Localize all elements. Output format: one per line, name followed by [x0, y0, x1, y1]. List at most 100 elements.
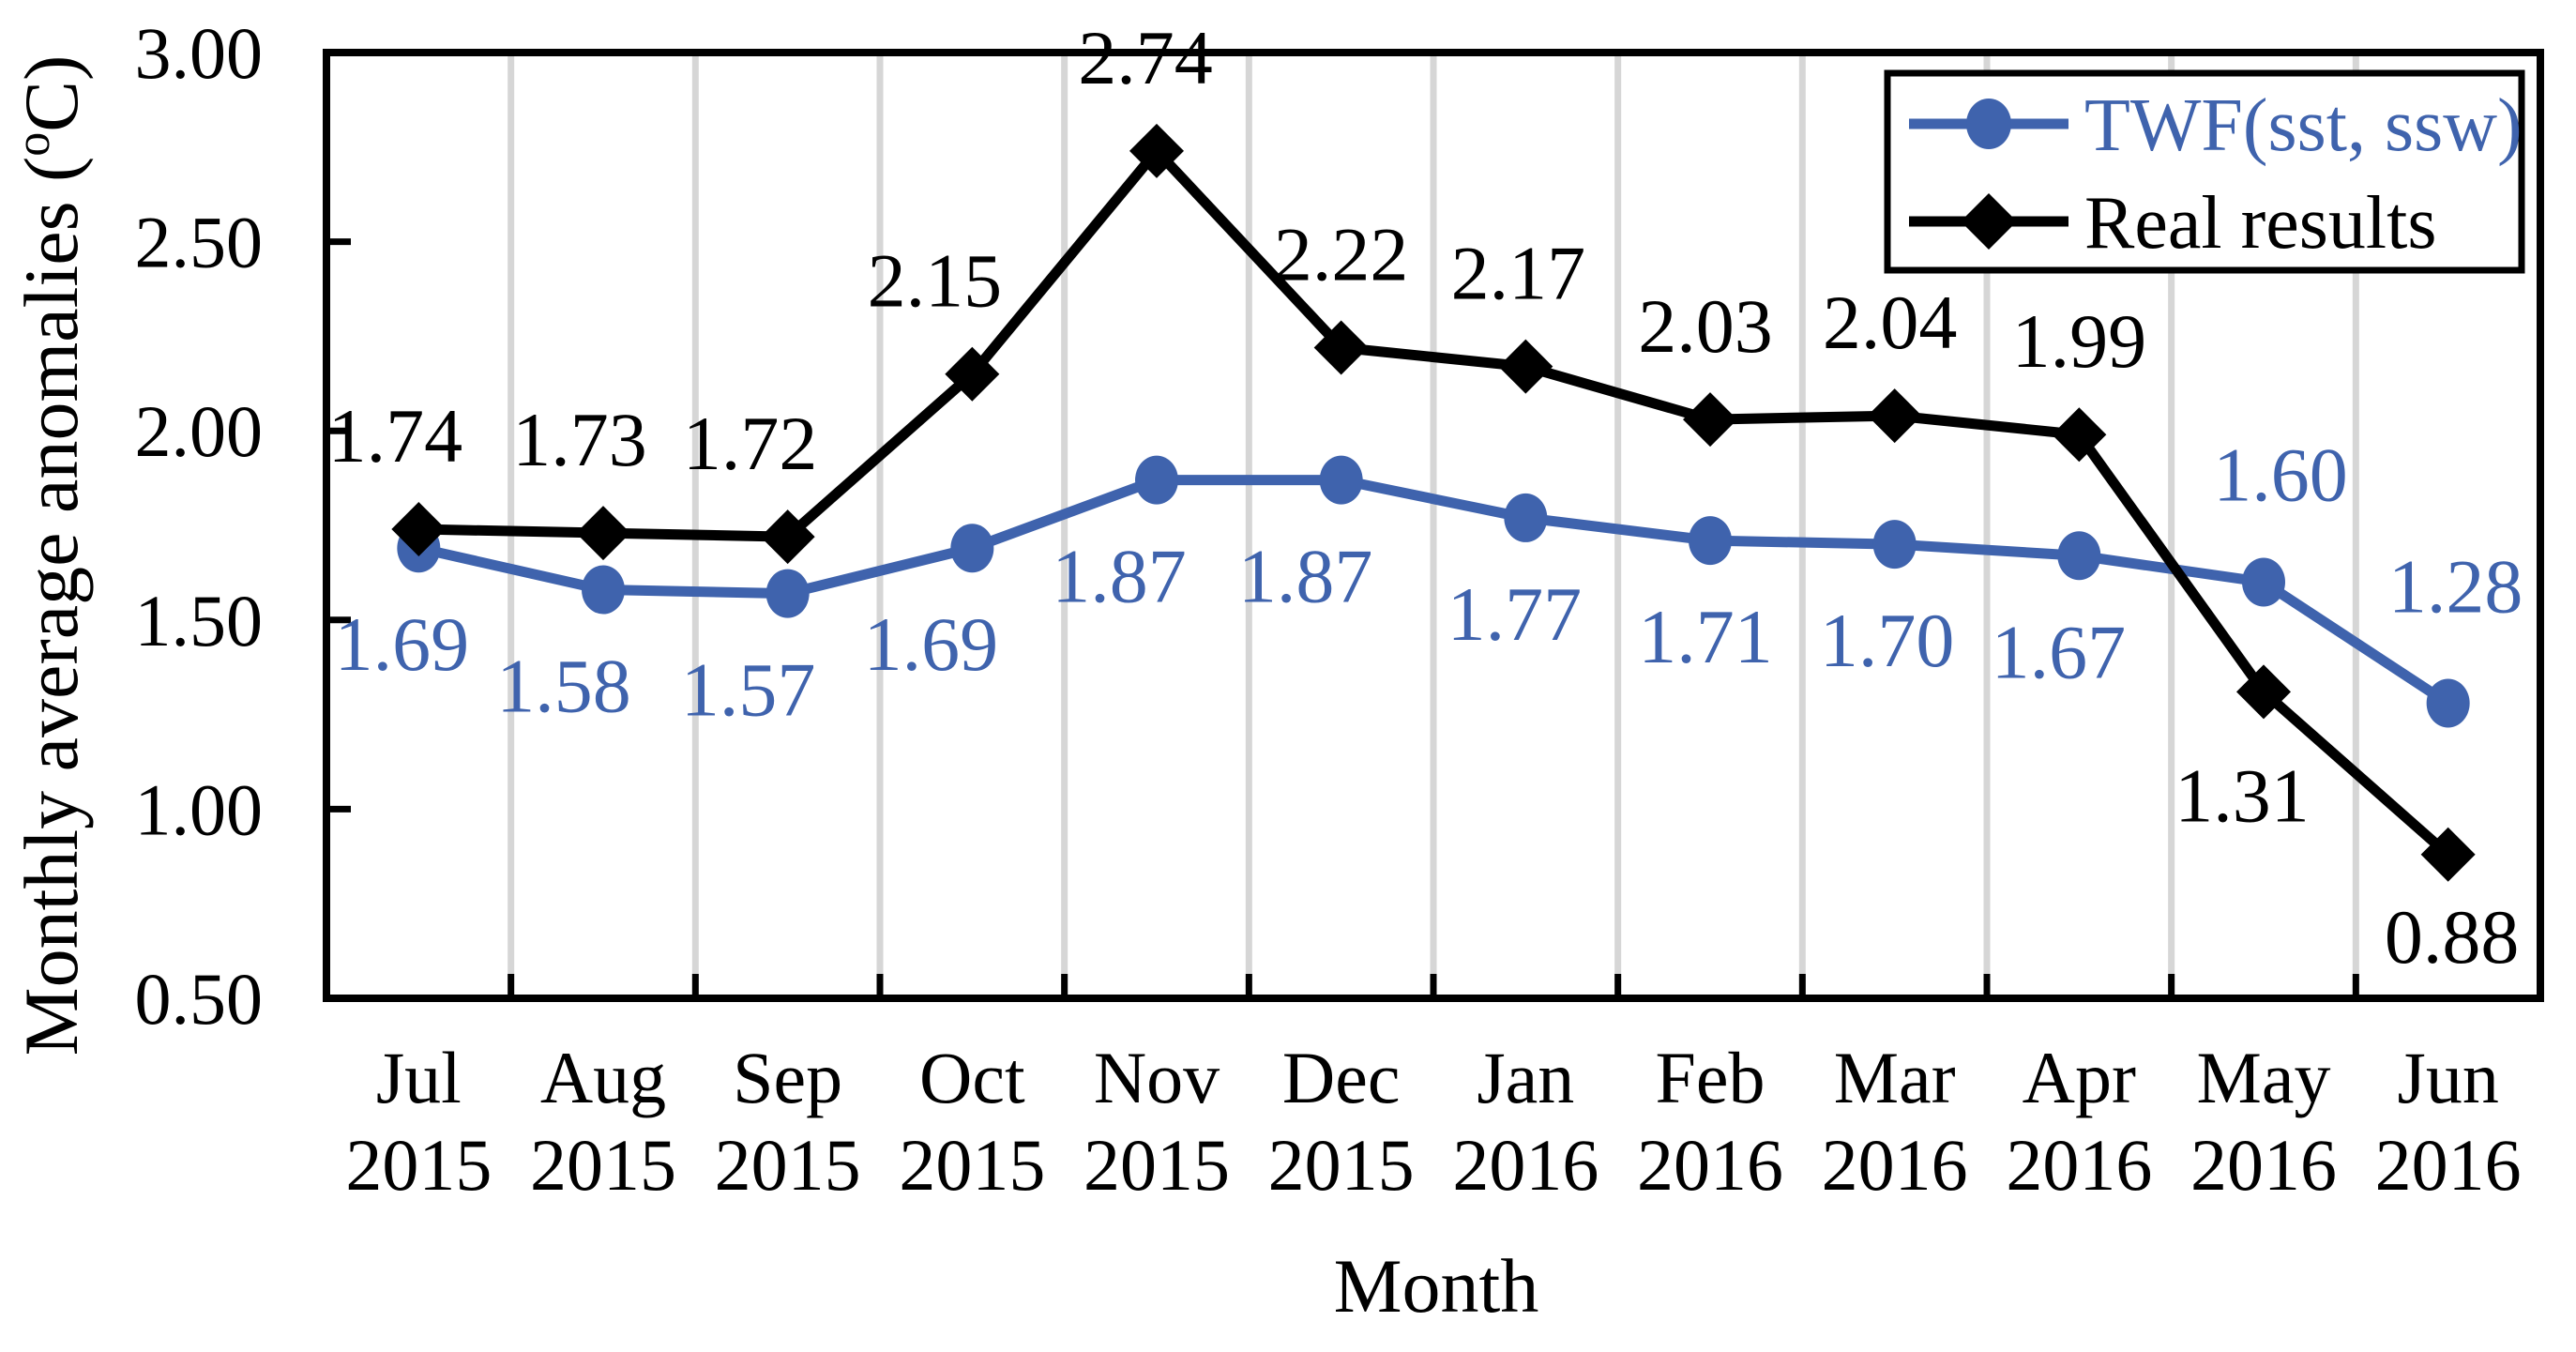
data-label: 1.58: [496, 644, 631, 729]
data-label: 2.03: [1638, 283, 1773, 369]
x-tick-label-month: Dec: [1282, 1037, 1401, 1118]
point-marker-circle: [950, 524, 994, 573]
data-label: 2.15: [868, 238, 1003, 324]
y-tick-label: 2.00: [135, 390, 264, 472]
point-marker-circle: [582, 565, 625, 615]
legend-item-twf: TWF(sst, ssw): [1909, 84, 2523, 167]
point-marker-diamond: [576, 506, 630, 561]
point-marker-diamond: [391, 502, 447, 557]
x-tick-label-month: Nov: [1094, 1037, 1220, 1118]
data-label: 2.74: [1078, 15, 1213, 100]
legend: TWF(sst, ssw) Real results: [1884, 69, 2525, 274]
data-label: 1.69: [335, 601, 470, 687]
legend-item-real: Real results: [1909, 182, 2436, 265]
point-marker-diamond: [945, 346, 1000, 402]
point-marker-diamond: [1498, 339, 1553, 394]
plot-root: 3.002.502.001.501.000.50Jul2015Aug2015Se…: [135, 12, 2544, 1206]
x-tick-label-year: 2015: [1268, 1124, 1415, 1206]
data-label: 1.99: [2012, 298, 2147, 384]
data-label: 1.60: [2213, 432, 2348, 517]
y-tick-label: 1.50: [135, 580, 264, 661]
x-tick-label-year: 2015: [345, 1124, 492, 1206]
y-tick-label: 0.50: [135, 958, 264, 1040]
series-line: [413, 475, 2454, 709]
y-tick-label: 1.00: [135, 768, 264, 850]
data-label: 1.87: [1238, 534, 1373, 619]
data-label: 1.69: [864, 601, 999, 687]
y-tick-label: 2.50: [135, 202, 264, 283]
point-marker-diamond: [1129, 123, 1184, 178]
x-tick-label-month: Jul: [376, 1037, 462, 1118]
point-marker-diamond: [760, 509, 815, 565]
x-tick-label-month: Jan: [1477, 1037, 1574, 1118]
y-tick-label: 3.00: [135, 12, 264, 94]
x-tick-label-month: Mar: [1834, 1037, 1956, 1118]
point-marker-circle: [1689, 516, 1732, 566]
y-axis-title-superscript: o: [7, 132, 60, 157]
data-labels-twf: 1.69 1.58 1.57 1.69 1.87 1.87 1.77 1.71 1.70 1.67…: [335, 432, 2523, 732]
x-tick-label-month: Aug: [540, 1037, 666, 1118]
data-label: 1.28: [2388, 544, 2523, 630]
series-line: [413, 145, 2454, 860]
data-label: 1.73: [512, 397, 647, 482]
point-marker-circle: [2057, 531, 2101, 581]
x-tick-label-month: Feb: [1656, 1037, 1765, 1118]
data-label: 2.17: [1451, 231, 1586, 316]
legend-label-real: Real results: [2084, 182, 2436, 265]
point-marker-diamond: [1683, 392, 1737, 448]
x-tick-label-year: 2015: [899, 1124, 1045, 1206]
legend-label-twf: TWF(sst, ssw): [2084, 84, 2523, 167]
y-axis-title: Monthly average anomalies (oC): [7, 55, 94, 1056]
x-tick-label-month: May: [2197, 1037, 2331, 1118]
point-marker-diamond: [2236, 664, 2291, 720]
data-labels-real: 1.74 1.73 1.72 2.15 2.74 2.22 2.17 2.03 2.04 1.99…: [328, 15, 2520, 980]
x-tick-label-year: 2015: [530, 1124, 676, 1206]
x-tick-label-year: 2016: [2006, 1124, 2152, 1206]
x-tick-label-year: 2015: [1083, 1124, 1230, 1206]
x-tick-label-year: 2016: [2190, 1124, 2337, 1206]
point-marker-diamond: [1867, 388, 1922, 444]
point-marker-circle: [1872, 520, 1917, 570]
y-tick-labels: 3.00 2.50 2.00 1.50 1.00 0.50: [135, 12, 264, 1040]
x-axis-title: Month: [1334, 1243, 1539, 1329]
x-tick-label-year: 2016: [2375, 1124, 2522, 1206]
data-label: 1.71: [1638, 594, 1773, 679]
data-label: 1.74: [328, 393, 463, 479]
point-marker-circle: [1135, 455, 1178, 505]
data-label: 1.57: [681, 647, 816, 733]
x-tick-label-year: 2016: [1637, 1124, 1783, 1206]
point-marker-diamond: [2420, 827, 2476, 882]
plot-border: [323, 49, 2544, 1002]
data-label: 2.04: [1823, 280, 1958, 365]
x-tick-label-year: 2016: [1822, 1124, 1968, 1206]
x-tick-label-month: Apr: [2023, 1037, 2136, 1118]
data-label: 1.72: [683, 401, 818, 486]
point-marker-circle: [1319, 455, 1363, 505]
series-real: [391, 123, 2476, 882]
x-tick-label-year: 2015: [715, 1124, 861, 1206]
data-label: 1.67: [1992, 609, 2127, 694]
data-label: 0.88: [2385, 894, 2520, 980]
y-axis-title-suffix: C): [8, 55, 94, 132]
data-label: 1.31: [2174, 752, 2310, 838]
data-label: 1.87: [1052, 534, 1187, 619]
x-tick-label-month: Jun: [2397, 1037, 2498, 1118]
legend-diamond-marker: [1961, 193, 2017, 250]
legend-circle-marker: [1966, 99, 2011, 149]
x-tick-label-year: 2016: [1452, 1124, 1599, 1206]
data-label: 1.70: [1820, 598, 1955, 683]
x-tick-label-month: Oct: [919, 1037, 1025, 1118]
y-axis-title-prefix: Monthly average anomalies (: [8, 157, 94, 1056]
data-label: 1.77: [1447, 571, 1583, 657]
point-marker-diamond: [2052, 407, 2107, 463]
point-marker-circle: [765, 569, 810, 618]
point-marker-circle: [1504, 493, 1548, 542]
point-marker-circle: [2426, 678, 2470, 728]
x-tick-labels: Jul2015Aug2015Sep2015Oct2015Nov2015Dec20…: [345, 1037, 2521, 1206]
data-label: 2.22: [1274, 211, 1409, 296]
point-marker-diamond: [1313, 320, 1369, 375]
x-tick-label-month: Sep: [733, 1037, 842, 1118]
point-marker-circle: [2242, 557, 2285, 607]
